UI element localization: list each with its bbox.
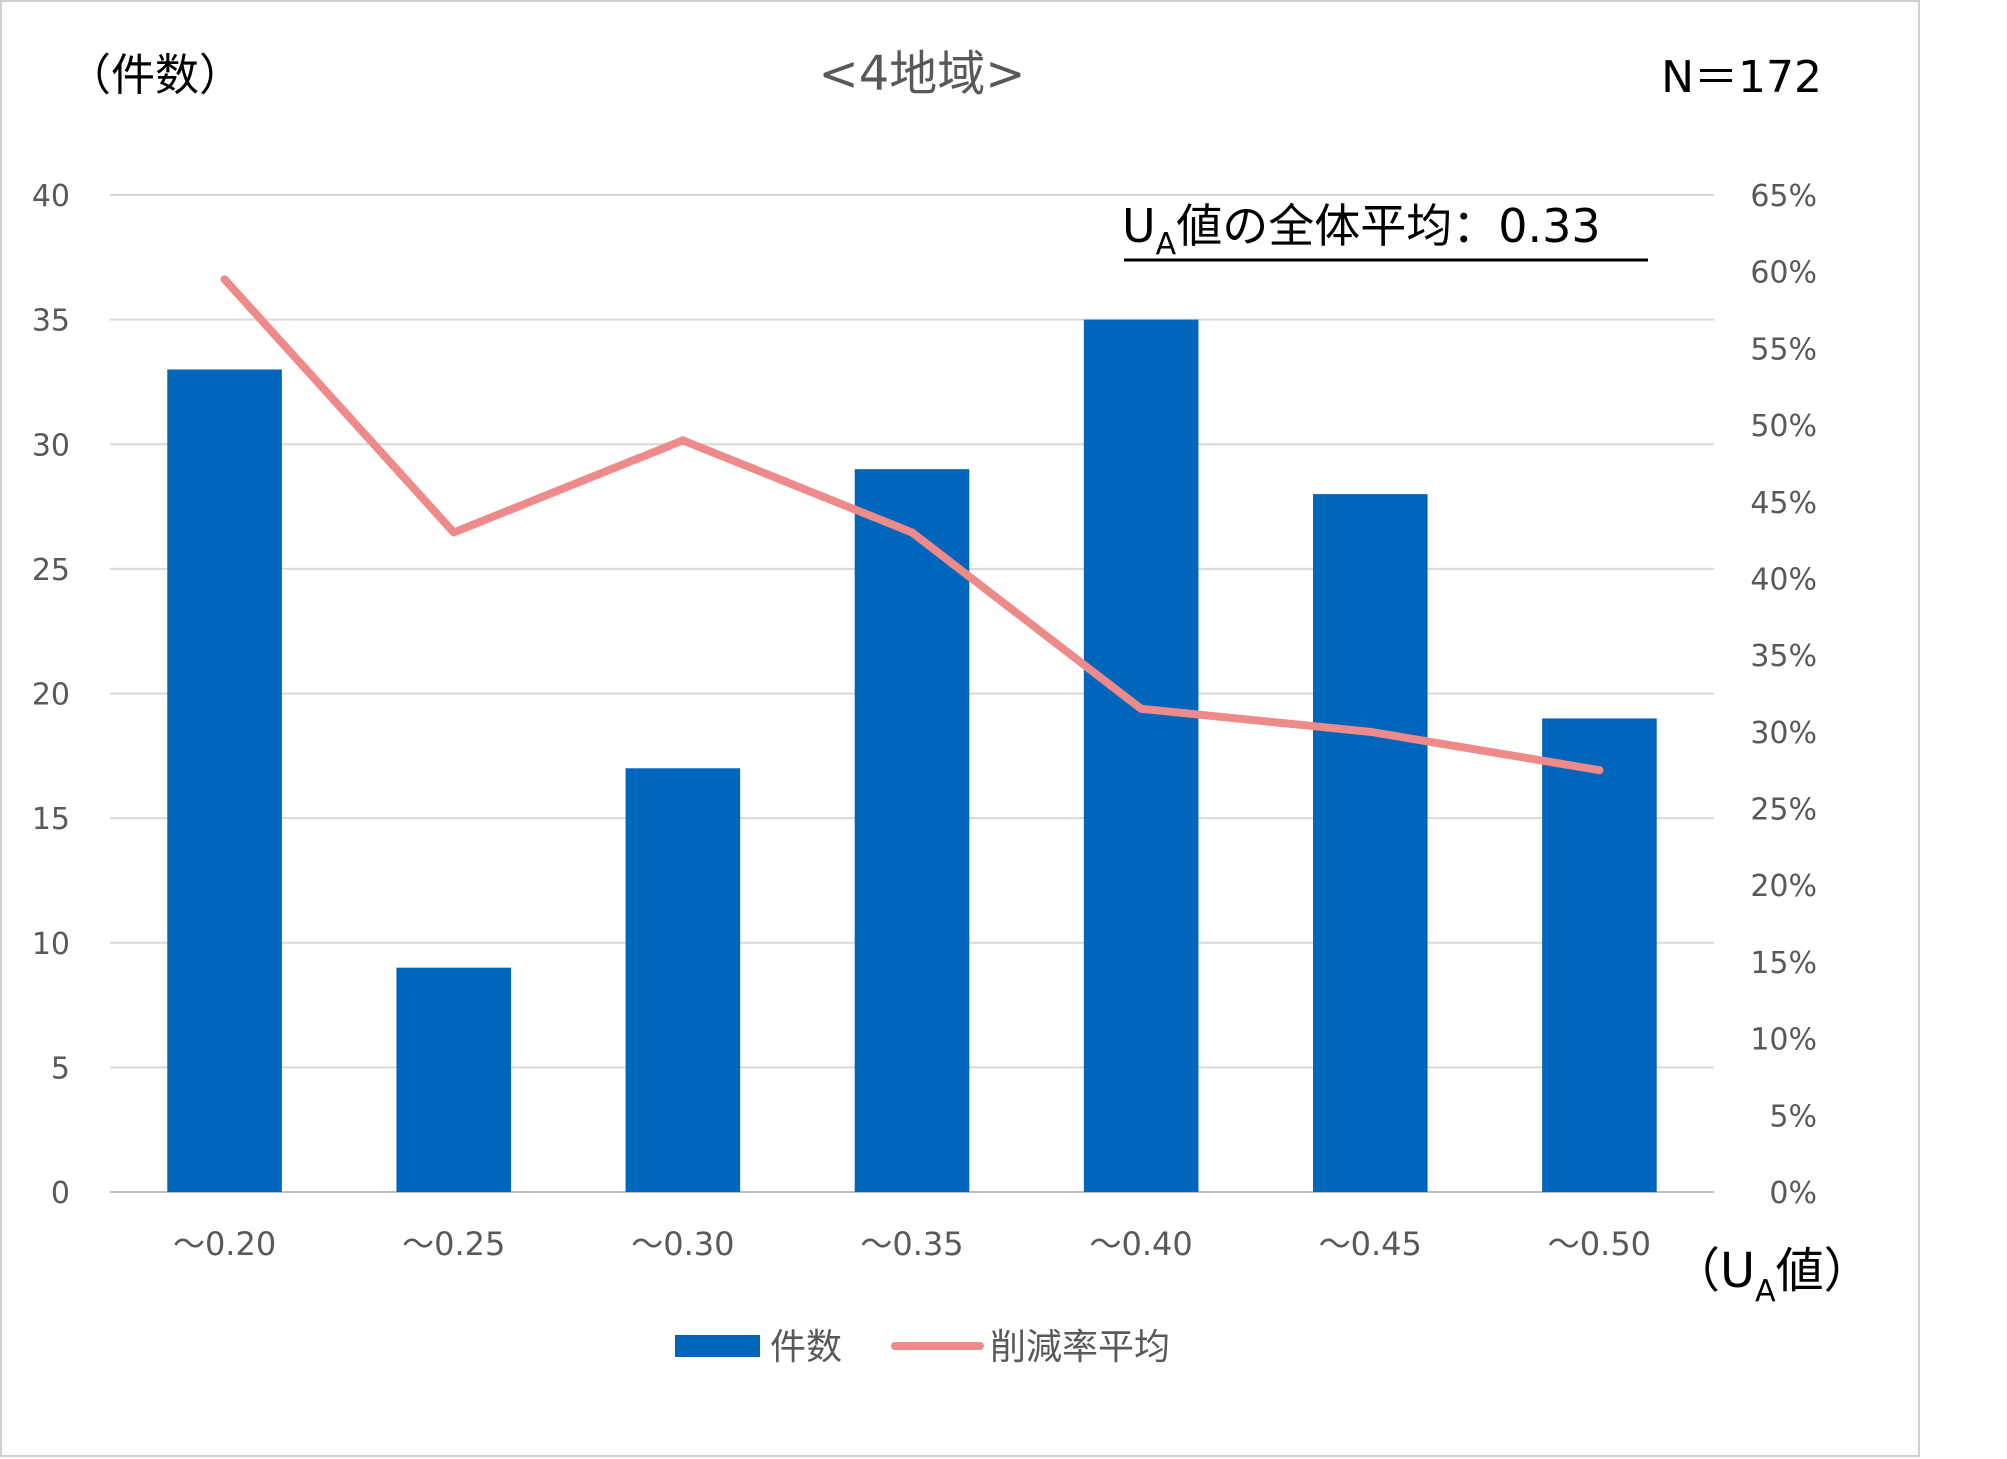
y-left-tick-label: 25	[32, 553, 70, 588]
x-tick-label: ～0.40	[1090, 1225, 1193, 1263]
line-point	[1366, 727, 1375, 736]
annotation-u: U	[1122, 199, 1156, 253]
chart: 0 5 10 15 20 25 30 35 40 0% 5% 10% 15% 20% 25% 30% 35% 40…	[32, 46, 1872, 1368]
y-right-tick-label: 25%	[1750, 793, 1817, 828]
y-right-tick-label: 15%	[1750, 946, 1817, 981]
legend: 件数 削減率平均	[675, 1327, 1170, 1368]
line-point	[1595, 766, 1604, 775]
x-axis-label-prefix: （U	[1672, 1243, 1755, 1299]
legend-line-label: 削減率平均	[990, 1327, 1170, 1368]
line-point	[908, 528, 916, 537]
annotation-sub: A	[1156, 227, 1177, 262]
bar	[396, 967, 511, 1192]
y-left-tick-label: 10	[32, 927, 70, 962]
line-point	[678, 436, 687, 445]
bar	[1542, 718, 1657, 1192]
y-left-tick-label: 5	[51, 1051, 70, 1086]
y-right-tick-label: 45%	[1750, 486, 1817, 521]
y-right-tick-label: 5%	[1769, 1099, 1817, 1134]
y-left-tick-label: 15	[32, 802, 70, 837]
bar	[1313, 494, 1428, 1193]
y-left-tick-label: 30	[32, 428, 70, 463]
line-point	[449, 528, 458, 537]
x-axis-label-sub: A	[1755, 1274, 1776, 1309]
bar-series	[167, 319, 1657, 1193]
y-left-tick-label: 35	[32, 304, 70, 339]
y-left-tick-label: 20	[32, 678, 70, 713]
x-tick-label: ～0.35	[860, 1225, 963, 1263]
y-right-tick-label: 35%	[1750, 639, 1817, 674]
line-point	[220, 275, 229, 284]
line-series	[220, 275, 1604, 775]
y-right-tick-label: 0%	[1769, 1176, 1817, 1211]
y-right-tick-label: 60%	[1750, 256, 1817, 291]
y-right-tick-label: 10%	[1750, 1023, 1817, 1058]
average-annotation: UA値の全体平均：0.33	[1122, 199, 1601, 262]
x-tick-label: ～0.25	[402, 1225, 505, 1263]
chart-title: <4地域>	[819, 46, 1026, 102]
y-left-tick-label: 0	[51, 1176, 70, 1211]
x-tick-label: ～0.20	[173, 1225, 276, 1263]
y-left-tick-label: 40	[32, 179, 70, 214]
chart-frame: 0 5 10 15 20 25 30 35 40 0% 5% 10% 15% 20% 25% 30% 35% 40…	[0, 0, 1920, 1457]
bar	[625, 768, 741, 1192]
line-point	[1137, 704, 1146, 713]
annotation-rest: 値の全体平均：0.33	[1176, 199, 1600, 253]
y-axis-label: （件数）	[67, 50, 243, 101]
y-right-tick-label: 40%	[1750, 562, 1817, 597]
legend-bar-swatch	[675, 1335, 760, 1357]
y-right-tick-label: 65%	[1750, 179, 1817, 214]
y-right-tick-label: 55%	[1750, 332, 1817, 367]
x-axis-label: （UA値）	[1672, 1243, 1872, 1309]
axes: 0 5 10 15 20 25 30 35 40 0% 5% 10% 15% 20% 25% 30% 35% 40…	[32, 179, 1817, 1263]
x-tick-label: ～0.30	[631, 1225, 734, 1263]
y-right-tick-label: 50%	[1750, 409, 1817, 444]
x-axis-label-suffix: 値）	[1776, 1243, 1872, 1299]
bar	[167, 369, 282, 1193]
bar	[854, 469, 970, 1192]
bar	[1083, 319, 1199, 1192]
x-tick-label: ～0.45	[1319, 1225, 1422, 1263]
legend-bar-label: 件数	[770, 1327, 842, 1368]
n-label: N＝172	[1661, 52, 1822, 103]
y-right-tick-label: 20%	[1750, 869, 1817, 904]
x-tick-label: ～0.50	[1548, 1225, 1651, 1263]
y-right-tick-label: 30%	[1750, 716, 1817, 751]
